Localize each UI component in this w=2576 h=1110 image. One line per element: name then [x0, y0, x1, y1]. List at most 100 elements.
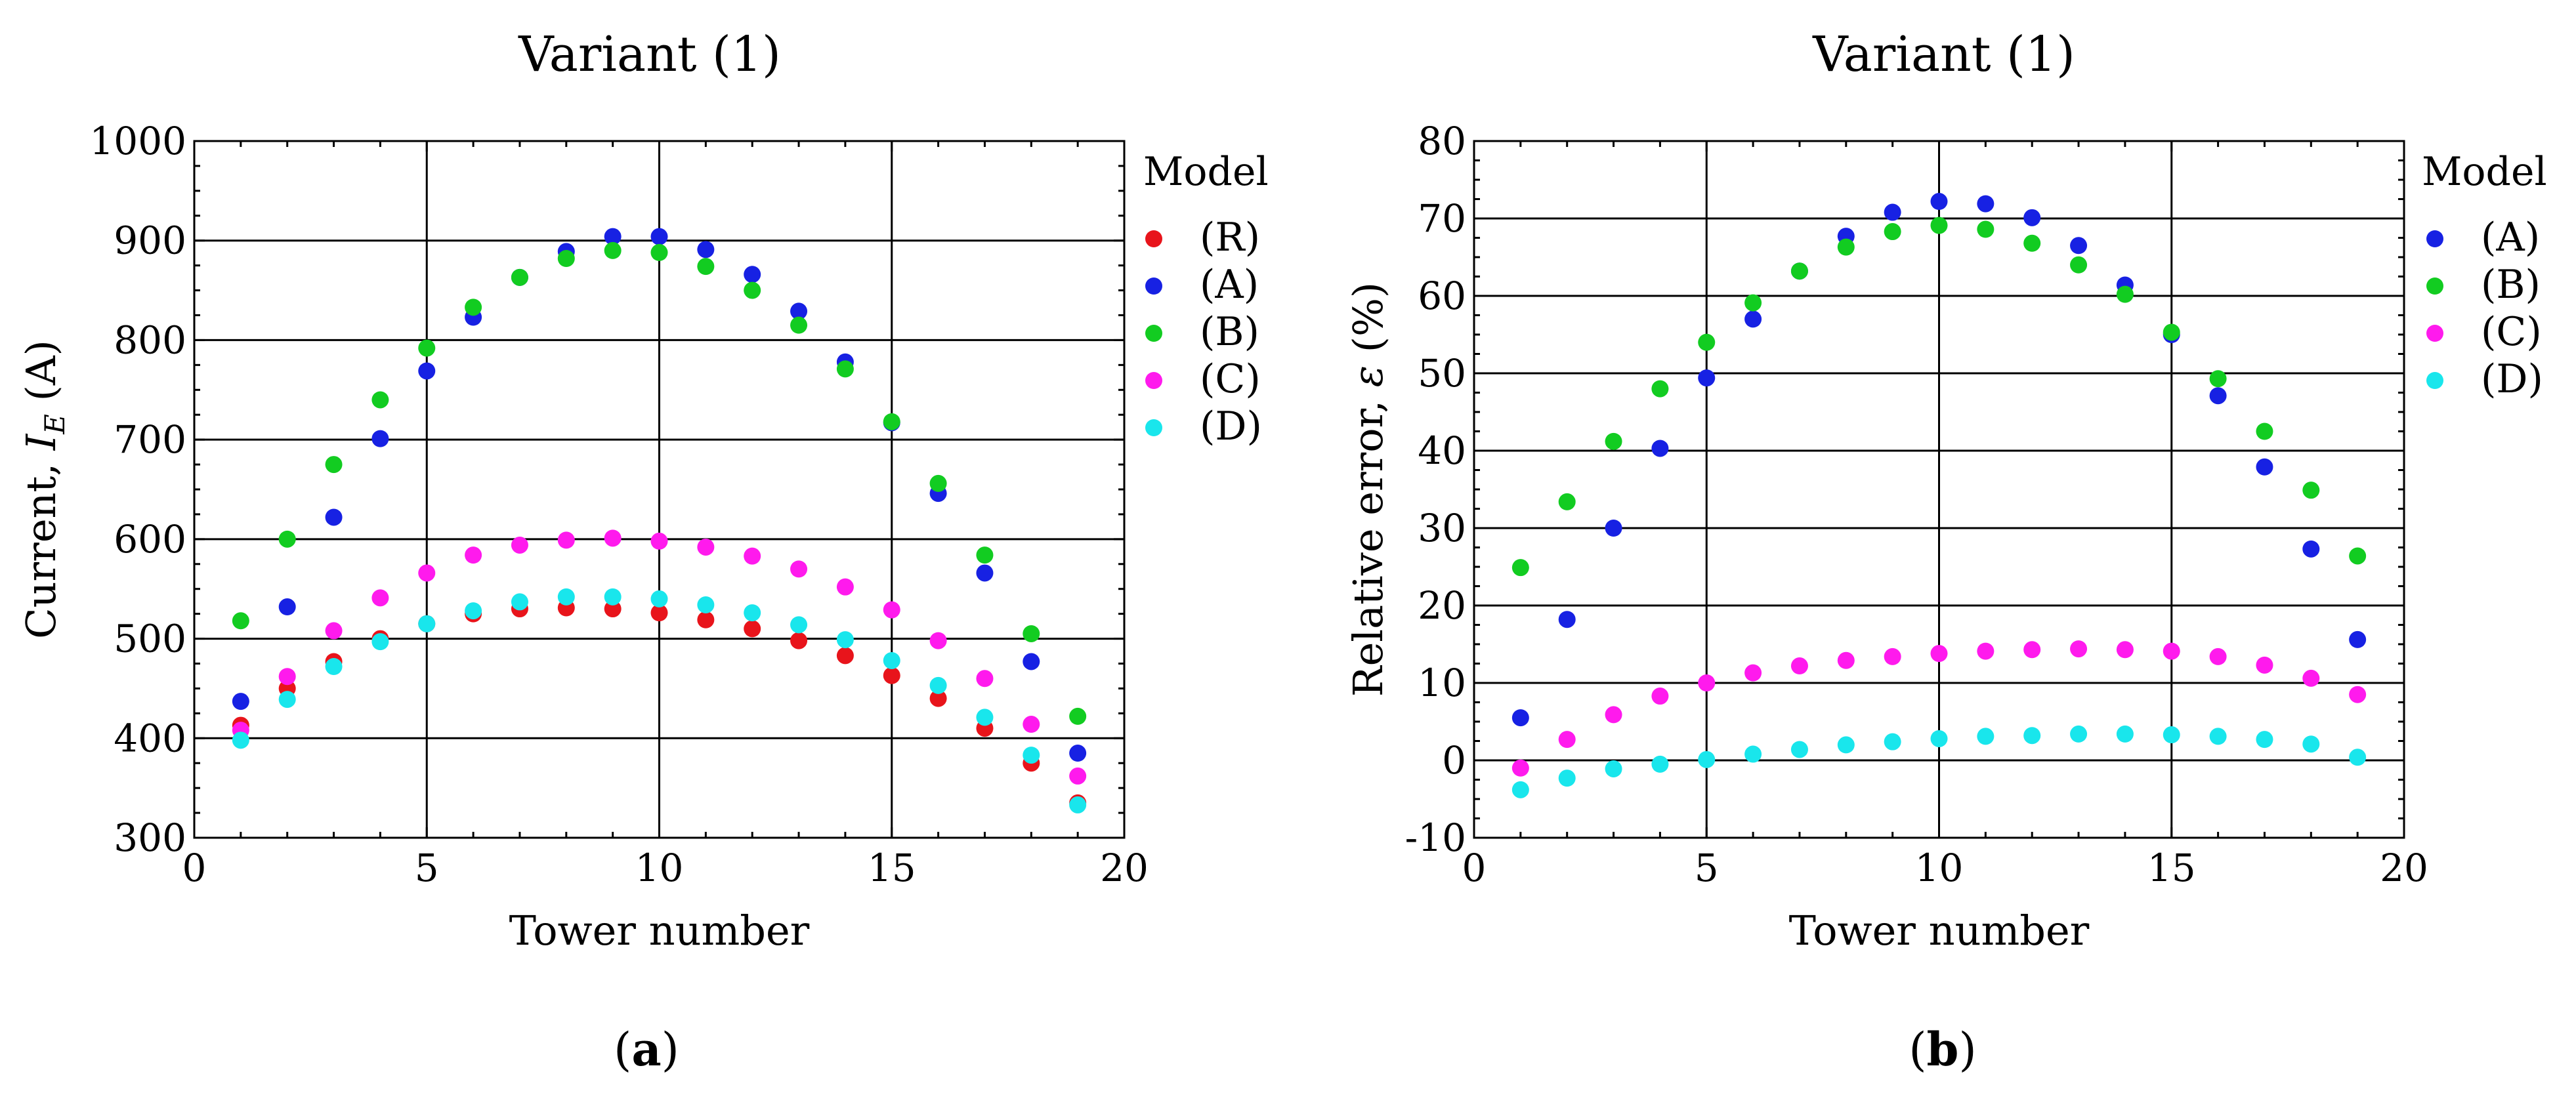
y-axis-label-unit: (A) — [17, 340, 65, 414]
y-tick-label: 300 — [114, 815, 186, 860]
legend-marker — [2426, 372, 2443, 389]
data-point — [1651, 440, 1669, 457]
data-point — [650, 604, 668, 622]
y-tick-label: 400 — [114, 716, 186, 760]
data-point — [790, 616, 808, 634]
data-point — [1605, 760, 1622, 777]
data-point — [2070, 640, 2088, 658]
data-point — [511, 593, 528, 611]
data-point — [1069, 796, 1087, 813]
panel-label: (b) — [1909, 1022, 1977, 1077]
data-point — [744, 604, 761, 622]
data-point — [697, 538, 715, 556]
data-point — [790, 560, 808, 578]
y-axis-label-variable: ε — [1344, 365, 1392, 387]
data-point — [790, 302, 808, 320]
data-point — [1651, 380, 1669, 398]
data-point — [1744, 745, 1762, 763]
data-point — [1511, 759, 1529, 777]
legend-label: (D) — [2481, 356, 2543, 402]
data-point — [465, 546, 482, 564]
data-point — [1837, 651, 1855, 669]
legend-marker — [2426, 325, 2443, 342]
data-point — [2070, 237, 2088, 255]
data-point — [1511, 781, 1529, 798]
legend-label: (C) — [2481, 309, 2542, 355]
data-point — [371, 430, 389, 447]
panel-label-open: ( — [614, 1023, 631, 1077]
data-point — [371, 391, 389, 409]
data-point — [1930, 730, 1948, 747]
data-point — [604, 588, 622, 606]
data-point — [650, 228, 668, 245]
data-point — [511, 268, 528, 286]
data-point — [325, 658, 343, 676]
series-c — [1511, 640, 2367, 777]
data-point — [2209, 387, 2227, 405]
legend-title: Model — [1143, 149, 1269, 195]
y-axis-label-prefix: Relative error, — [1344, 387, 1392, 697]
data-point — [1977, 642, 1995, 660]
y-tick-label: 10 — [1418, 661, 1466, 705]
panel-label-close: ) — [1958, 1023, 1976, 1077]
y-axis-label: Current, IE (A) — [17, 340, 71, 639]
data-point — [1930, 216, 1948, 234]
data-point — [511, 536, 528, 554]
data-point — [976, 564, 994, 582]
y-tick-label: 30 — [1418, 506, 1466, 550]
data-point — [883, 601, 900, 619]
data-point — [1884, 733, 1901, 750]
data-point — [2116, 285, 2134, 303]
legend-marker — [1145, 372, 1162, 389]
x-axis-label: Tower number — [509, 907, 810, 955]
data-point — [604, 241, 622, 259]
data-point — [325, 622, 343, 640]
data-point — [418, 564, 436, 582]
y-tick-label: 600 — [114, 517, 186, 562]
data-point — [1069, 745, 1087, 762]
data-point — [929, 632, 947, 649]
data-point — [2070, 256, 2088, 274]
data-point — [557, 588, 575, 606]
data-point — [465, 602, 482, 620]
data-point — [1698, 369, 1716, 387]
data-point — [1790, 657, 1808, 675]
data-point — [2256, 731, 2273, 749]
data-point — [790, 316, 808, 334]
data-point — [1651, 755, 1669, 773]
y-tick-label: 60 — [1418, 274, 1466, 318]
legend-marker — [1145, 230, 1162, 247]
panel-label-letter: b — [1927, 1022, 1959, 1077]
data-point — [1558, 611, 1576, 628]
data-point — [1069, 707, 1087, 725]
data-point — [604, 600, 622, 618]
y-axis-label-variable: I — [17, 433, 65, 451]
x-tick-label: 20 — [2380, 846, 2428, 890]
data-point — [278, 691, 296, 709]
data-point — [1023, 653, 1040, 670]
series-c — [232, 529, 1087, 785]
data-point — [976, 709, 994, 726]
data-point — [1790, 262, 1808, 280]
data-point — [744, 547, 761, 565]
y-axis-label: Relative error, ε (%) — [1344, 282, 1392, 697]
legend-label: (C) — [1200, 356, 1261, 402]
data-point — [976, 670, 994, 688]
y-tick-label: 70 — [1418, 196, 1466, 241]
data-point — [2302, 540, 2320, 558]
data-point — [278, 598, 296, 616]
data-point — [418, 362, 436, 380]
data-point — [2023, 641, 2041, 659]
data-point — [1884, 203, 1901, 221]
data-point — [929, 676, 947, 694]
data-point — [2070, 725, 2088, 743]
y-tick-label: 500 — [114, 617, 186, 661]
data-point — [2302, 735, 2320, 753]
data-point — [232, 731, 249, 749]
data-point — [557, 250, 575, 268]
legend-marker — [1145, 325, 1162, 342]
data-point — [278, 530, 296, 548]
data-point — [650, 532, 668, 550]
x-axis-label: Tower number — [1789, 907, 2090, 955]
chart-panel-a: Variant (1) 0 5 10 15 20 300 400 500 600 700 800 900… — [17, 26, 1269, 1077]
